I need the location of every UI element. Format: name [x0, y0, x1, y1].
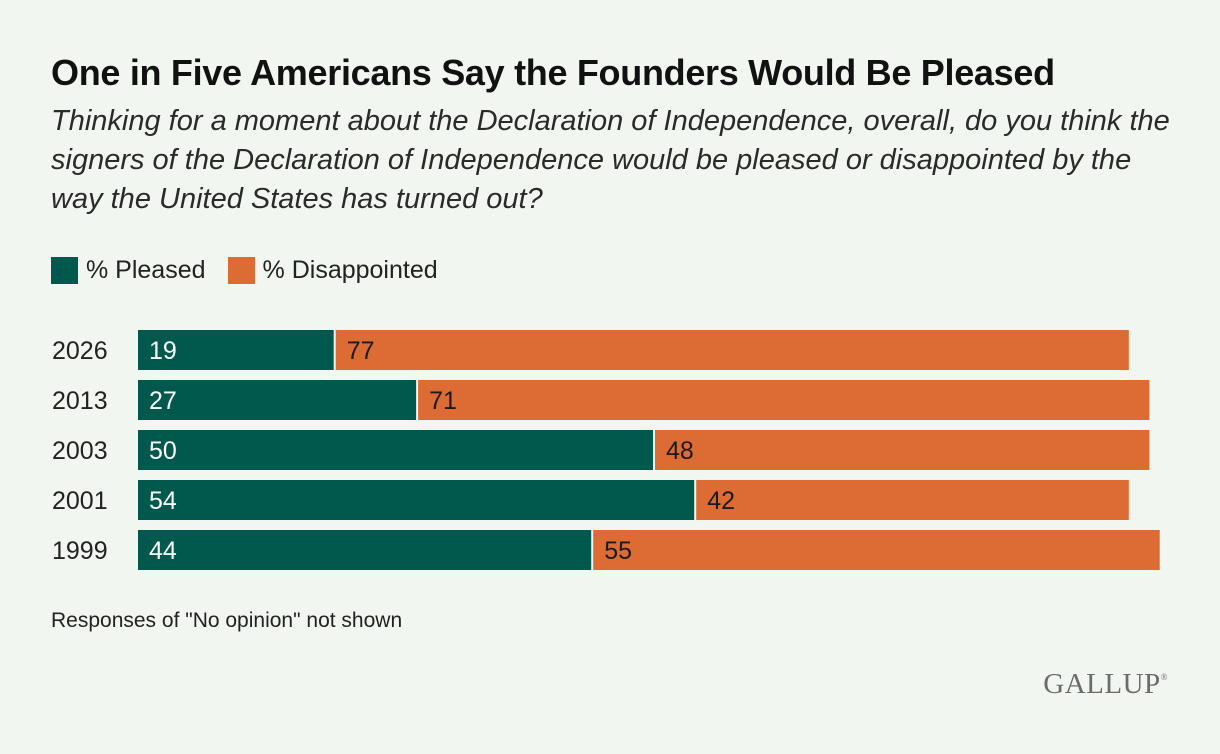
legend-label-pleased: % Pleased [86, 256, 206, 284]
legend-item-pleased: % Pleased [51, 256, 206, 285]
bar-pleased-1999 [138, 530, 592, 570]
bar-pleased-2001 [138, 480, 695, 520]
legend: % Pleased % Disappointed [51, 256, 460, 285]
category-label-2026: 2026 [52, 337, 108, 365]
category-label-1999: 1999 [52, 537, 108, 565]
data-label-disappointed-1999: 55 [604, 537, 632, 565]
bar-disappointed-2003 [655, 430, 1150, 470]
category-label-2003: 2003 [52, 437, 108, 465]
bar-disappointed-2013 [418, 380, 1150, 420]
bar-disappointed-2026 [335, 330, 1129, 370]
legend-swatch-disappointed [227, 257, 255, 284]
registered-mark-icon: ® [1160, 672, 1168, 682]
category-label-2001: 2001 [52, 487, 108, 515]
data-label-disappointed-2013: 71 [429, 387, 457, 415]
data-label-disappointed-2026: 77 [347, 337, 375, 365]
legend-label-disappointed: % Disappointed [262, 256, 438, 284]
chart-subtitle: Thinking for a moment about the Declarat… [51, 105, 1170, 215]
gallup-logo: GALLUP® [1043, 668, 1168, 701]
legend-swatch-pleased [51, 257, 78, 284]
legend-item-disappointed: % Disappointed [227, 256, 438, 285]
data-label-pleased-2026: 19 [149, 337, 177, 365]
bar-pleased-2003 [138, 430, 653, 470]
bar-pleased-2013 [138, 380, 417, 420]
data-label-pleased-2003: 50 [149, 437, 177, 465]
logo-text: GALLUP [1043, 668, 1161, 700]
data-label-disappointed-2003: 48 [666, 437, 694, 465]
chart-title: One in Five Americans Say the Founders W… [51, 52, 1055, 93]
footnote: Responses of "No opinion" not shown [51, 609, 403, 632]
data-label-disappointed-2001: 42 [707, 487, 735, 515]
bar-disappointed-2001 [696, 480, 1129, 520]
data-label-pleased-2013: 27 [149, 387, 177, 415]
data-label-pleased-1999: 44 [149, 537, 177, 565]
bar-disappointed-1999 [593, 530, 1160, 570]
bar-pleased-2026 [138, 330, 334, 370]
data-label-pleased-2001: 54 [149, 487, 177, 515]
category-label-2013: 2013 [52, 387, 108, 415]
